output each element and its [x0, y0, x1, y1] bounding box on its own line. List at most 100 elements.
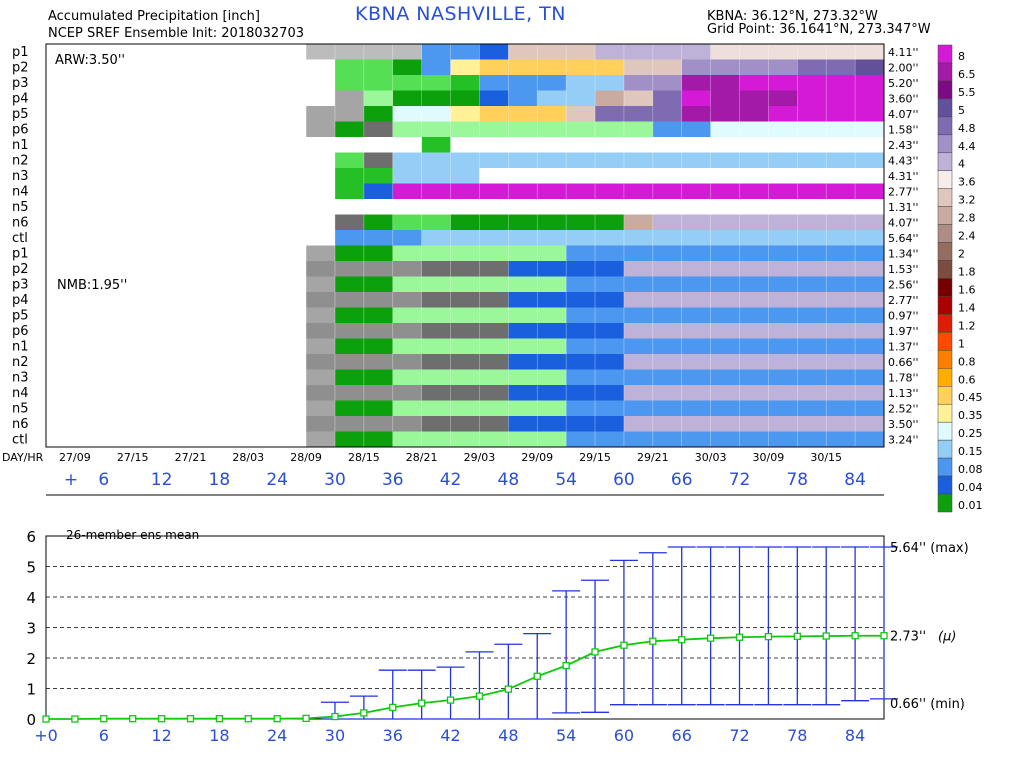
- heatmap-cell: [739, 338, 769, 355]
- heatmap-cell: [826, 168, 856, 184]
- max-annotation: 5.64'' (max): [890, 541, 969, 556]
- heatmap-cell: [595, 59, 625, 76]
- heatmap-cell: [132, 431, 163, 448]
- mean-marker: [186, 715, 195, 723]
- heatmap-cell: [855, 152, 885, 169]
- heatmap-cell: [855, 292, 885, 308]
- heatmap-cell: [363, 168, 394, 184]
- heatmap-cell: [855, 199, 885, 215]
- heatmap-cell: [566, 261, 596, 277]
- heatmap-cell: [363, 338, 394, 355]
- heatmap-cell: [363, 75, 394, 91]
- heatmap-cell: [681, 292, 712, 308]
- heatmap-cell: [450, 338, 480, 355]
- heatmap-cell: [421, 338, 452, 355]
- heatmap-cell: [537, 137, 567, 153]
- mean-marker: [504, 685, 512, 693]
- heatmap-cell: [392, 230, 423, 246]
- heatmap-cell: [566, 214, 596, 231]
- x-tick-label: 66: [672, 726, 692, 745]
- mean-marker: [129, 715, 137, 723]
- heatmap-cell: [623, 323, 654, 339]
- heatmap-cell: [681, 323, 712, 339]
- heatmap-cell: [74, 230, 105, 246]
- heatmap-cell: [306, 230, 336, 246]
- heatmap-cell: [248, 199, 278, 215]
- heatmap-cell: [161, 369, 191, 386]
- heatmap-cell: [566, 90, 596, 107]
- heatmap-cell: [334, 276, 365, 293]
- heatmap-cell: [797, 431, 827, 448]
- heatmap-cell: [508, 75, 538, 91]
- heatmap-cell: [190, 137, 220, 153]
- row-label: ctl: [12, 433, 28, 448]
- row-label: n4: [12, 185, 29, 200]
- colorbar-label: 0.15: [958, 445, 983, 458]
- heatmap-cell: [652, 137, 683, 153]
- heatmap-cell: [768, 400, 798, 417]
- heatmap-cell: [219, 168, 249, 184]
- day-tick-label: 28/21: [406, 451, 438, 464]
- colorbar-label: 4: [958, 158, 965, 171]
- hour-tick-label: 12: [151, 470, 173, 490]
- heatmap-cell: [190, 152, 220, 169]
- hour-tick-label: 36: [382, 470, 404, 490]
- row-total: 4.43'': [888, 155, 919, 168]
- hour-tick-label: 30: [324, 470, 346, 490]
- heatmap-cell: [219, 369, 249, 386]
- heatmap-cell: [508, 323, 538, 339]
- heatmap-cell: [681, 137, 712, 153]
- heatmap-cell: [277, 90, 307, 107]
- row-total: 4.07'': [888, 108, 919, 121]
- heatmap-cell: [74, 183, 105, 200]
- row-total: 1.37'': [888, 341, 919, 354]
- heatmap-cell: [363, 385, 394, 401]
- heatmap-cell: [652, 199, 683, 215]
- heatmap-cell: [826, 369, 856, 386]
- heatmap-cell: [450, 168, 480, 184]
- heatmap-cell: [797, 400, 827, 417]
- heatmap-cell: [797, 44, 827, 60]
- heatmap-cell: [219, 416, 249, 432]
- heatmap-cell: [306, 59, 336, 76]
- mean-marker: [533, 672, 541, 680]
- heatmap-cell: [537, 59, 567, 76]
- colorbar-swatch: [937, 260, 953, 279]
- heatmap-cell: [103, 168, 134, 184]
- heatmap-cell: [537, 230, 567, 246]
- heatmap-cell: [508, 276, 538, 293]
- heatmap-cell: [797, 214, 827, 231]
- heatmap-cell: [508, 230, 538, 246]
- heatmap-cell: [248, 431, 278, 448]
- heatmap-cell: [537, 354, 567, 370]
- heatmap-cell: [566, 292, 596, 308]
- heatmap-cell: [855, 137, 885, 153]
- heatmap-cell: [739, 416, 769, 432]
- heatmap-cell: [623, 276, 654, 293]
- heatmap-cell: [768, 90, 798, 107]
- heatmap-cell: [248, 137, 278, 153]
- group-label-arw: ARW:3.50'': [55, 53, 125, 68]
- heatmap-cell: [74, 44, 105, 60]
- heatmap-cell: [306, 400, 336, 417]
- heatmap-cell: [74, 416, 105, 432]
- heatmap-cell: [103, 369, 134, 386]
- colorbar-swatch: [937, 421, 953, 441]
- colorbar-label: 0.25: [958, 427, 983, 440]
- heatmap-cell: [277, 292, 307, 308]
- heatmap-cell: [450, 44, 480, 60]
- heatmap-cell: [710, 199, 741, 215]
- heatmap-cell: [450, 354, 480, 370]
- heatmap-cell: [219, 121, 249, 138]
- heatmap-cell: [161, 183, 191, 200]
- heatmap-cell: [450, 183, 480, 200]
- heatmap-cell: [103, 152, 134, 169]
- heatmap-cell: [132, 75, 163, 91]
- x-tick-label: 78: [787, 726, 807, 745]
- heatmap-cell: [277, 400, 307, 417]
- heatmap-cell: [681, 400, 712, 417]
- heatmap-cell: [537, 292, 567, 308]
- heatmap-cell: [363, 230, 394, 246]
- heatmap-cell: [710, 59, 741, 76]
- heatmap-cell: [132, 214, 163, 231]
